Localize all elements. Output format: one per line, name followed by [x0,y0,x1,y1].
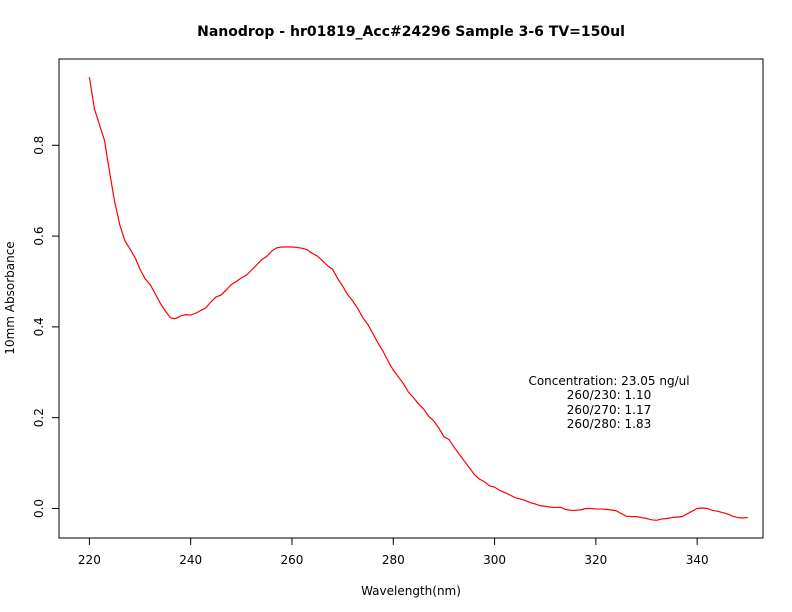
y-tick-label: 0.4 [32,317,46,336]
x-tick-label: 260 [281,553,304,567]
chart-title: Nanodrop - hr01819_Acc#24296 Sample 3-6 … [197,24,625,40]
x-axis-label: Wavelength(nm) [361,584,461,598]
absorbance-series-line [88,77,748,521]
y-tick-label: 0.6 [32,227,46,246]
y-tick-label: 0.2 [32,408,46,427]
x-tick-label: 300 [483,553,506,567]
x-tick-label: 280 [382,553,405,567]
x-tick-label: 220 [78,553,101,567]
ratio-260-270-annotation: 260/270: 1.17 [567,403,651,417]
x-tick-label: 240 [179,553,202,567]
y-axis: 0.0 0.2 0.4 0.6 0.8 [32,136,60,518]
y-tick-label: 0.8 [32,136,46,155]
x-tick-label: 320 [584,553,607,567]
ratio-260-280-annotation: 260/280: 1.83 [567,417,651,431]
x-axis: 220 240 260 280 300 320 340 [78,537,709,567]
x-tick-label: 340 [686,553,709,567]
y-axis-label: 10mm Absorbance [3,241,17,354]
y-tick-label: 0.0 [32,499,46,518]
concentration-annotation: Concentration: 23.05 ng/ul [528,374,689,388]
ratio-260-230-annotation: 260/230: 1.10 [567,388,651,402]
